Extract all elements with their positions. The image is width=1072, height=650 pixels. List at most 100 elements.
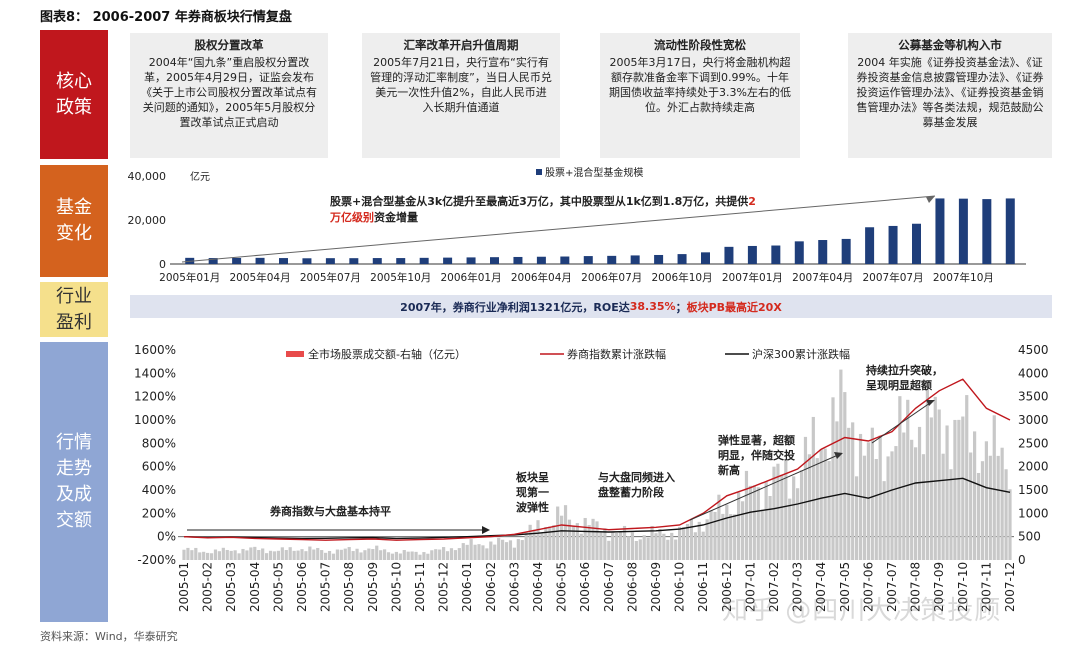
volume-bar [685,523,690,560]
volume-bar [402,550,406,560]
fund-bar [513,256,523,264]
volume-bar [324,552,328,560]
volume-bar [740,501,745,560]
volume-bar [406,551,410,560]
volume-bar [744,470,749,560]
volume-bar [257,550,261,560]
volume-bar [288,547,292,560]
annotation-flat: 券商指数与大盘基本持平 [269,504,391,518]
volume-bar [599,532,603,560]
volume-bar [874,459,878,560]
fund-y-tick-label: 20,000 [128,214,167,227]
volume-bar [933,396,937,560]
fund-x-tick-label: 2007年01月 [722,271,783,284]
fund-bar [466,257,476,264]
volume-bar [855,476,859,560]
fund-bar [630,255,640,264]
market-x-tick-label: 2005-10 [389,562,403,612]
volume-bar [917,426,922,560]
volume-bar [296,550,300,560]
policy-card-institutions: 公募基金等机构入市 2004 年实施《证券投资基金法》、《证券投资基金信息披露管… [848,33,1052,158]
volume-bar [473,544,477,560]
fund-bar [677,254,687,264]
volume-bar [886,456,890,560]
volume-bar [461,543,465,560]
market-x-tick-label: 2006-03 [507,562,521,612]
annotation-breakout: 持续拉升突破，呈现明显超额 [866,363,943,392]
volume-bar [678,526,682,560]
volume-bar [721,513,725,560]
volume-bar [634,541,638,560]
annotation-elastic-arrowhead [834,452,843,459]
market-left-tick-label: 800% [142,436,176,450]
source-note: 资料来源：Wind，华泰研究 [40,630,178,643]
volume-bar [973,431,977,560]
market-x-tick-label: 2005-06 [295,562,309,612]
volume-bar [1008,489,1012,560]
volume-bar [709,510,713,560]
volume-bar [658,529,662,560]
market-x-tick-label: 2006-04 [531,562,545,612]
fund-y-unit: 亿元 [190,170,210,183]
volume-bar [969,452,973,560]
volume-bar [992,415,996,560]
volume-bar [823,448,827,560]
market-left-tick-label: 1600% [134,343,176,357]
volume-bar [921,454,926,560]
fund-bar [935,198,945,264]
fund-trend-arrow [181,195,936,263]
market-x-tick-label: 2007-04 [814,562,828,612]
market-right-tick-label: 2500 [1018,436,1049,450]
volume-bar [988,455,992,560]
market-x-tick-label: 2005-03 [224,562,238,612]
volume-bar [925,389,929,560]
policy-card-text: 2005年7月21日，央行宣布“实行有管理的浮动汇率制度”，当日人民币兑美元一次… [370,56,552,114]
volume-bar [485,548,489,560]
volume-bar [249,547,253,560]
volume-bar [796,488,800,560]
fund-y-tick-label: 40,000 [128,170,167,183]
market-right-tick-label: 1500 [1018,483,1049,497]
volume-bar [937,409,941,560]
volume-bar [910,439,914,560]
volume-bar [209,553,214,560]
market-x-tick-label: 2005-07 [319,562,333,612]
volume-bar [300,549,304,560]
volume-bar [312,549,316,560]
volume-bar [233,550,237,560]
volume-bar [890,451,894,560]
volume-bar [941,453,945,560]
volume-bar [563,505,568,560]
volume-bar [980,461,985,560]
volume-bar [469,539,473,560]
fund-bar [794,241,804,264]
market-x-tick-label: 2007-12 [1003,562,1017,612]
legend-broker-label: 券商指数累计涨跌幅 [567,347,666,361]
policy-card-text: 2004年“国九条”重启股权分置改革，2005年4月29日，证监会发布《关于上市… [141,56,317,129]
volume-bar [976,472,981,560]
volume-bar [410,551,414,560]
annotation-breakout-arrowhead [926,400,935,406]
volume-bar [504,542,509,560]
volume-bar [839,369,843,560]
volume-bar [595,521,599,560]
volume-bar [733,514,737,560]
legend-hs300-label: 沪深300累计涨跌幅 [752,347,850,361]
volume-bar [438,549,442,560]
volume-bar [540,533,544,560]
volume-bar [268,550,273,560]
market-left-tick-label: 400% [142,483,176,497]
fund-bar [912,223,921,264]
fund-bar [841,238,851,264]
volume-bar [803,436,808,560]
volume-bar [772,466,776,560]
fund-bar [208,258,218,264]
side-label-policy: 核心 政策 [40,30,108,159]
fund-x-tick-label: 2007年07月 [863,271,924,284]
volume-bar [626,536,631,560]
volume-bar [764,481,768,560]
market-x-tick-label: 2006-05 [555,562,569,612]
policy-card-text: 2004 年实施《证券投资基金法》、《证券投资基金信息披露管理办法》、《证券投资… [856,56,1044,129]
volume-bar [788,498,792,560]
